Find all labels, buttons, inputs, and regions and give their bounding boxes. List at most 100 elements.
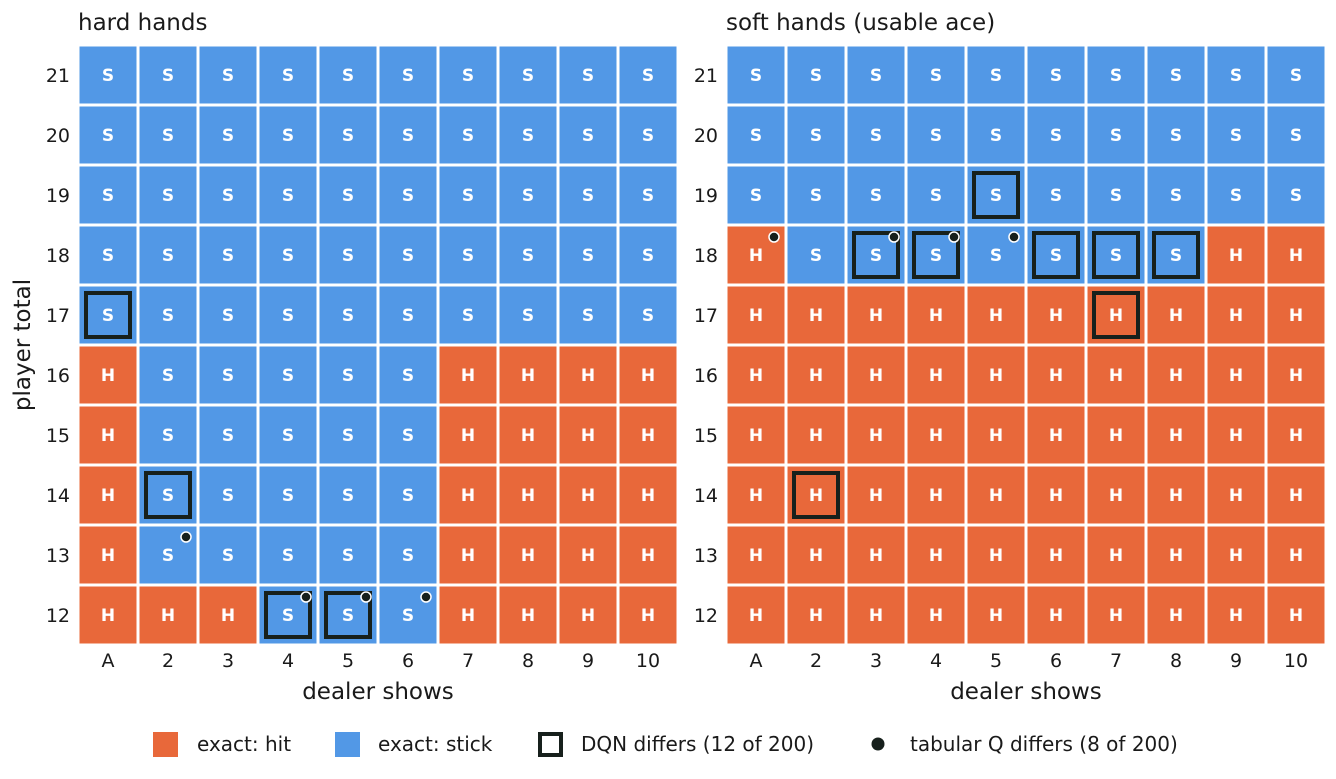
cell-label: S	[102, 66, 114, 86]
cell-label: S	[402, 306, 414, 326]
y-tick-label: 20	[694, 125, 718, 147]
heatmap-cell	[559, 166, 617, 224]
heatmap-cell	[847, 526, 905, 584]
cell-label: S	[870, 126, 882, 146]
cell-label: S	[1290, 126, 1302, 146]
cell-label: S	[102, 306, 114, 326]
cell-label: S	[1290, 186, 1302, 206]
y-tick-label: 12	[694, 605, 718, 627]
heatmap-cell	[847, 586, 905, 644]
cell-label: H	[929, 366, 943, 386]
cell-label: H	[641, 486, 655, 506]
heatmap-cell	[727, 586, 785, 644]
cell-label: S	[990, 186, 1002, 206]
heatmap-cell	[1207, 466, 1265, 524]
cell-label: S	[342, 306, 354, 326]
legend-swatch-hit	[153, 732, 178, 757]
cell-label: S	[1170, 126, 1182, 146]
cell-label: H	[641, 546, 655, 566]
cell-label: H	[989, 606, 1003, 626]
cell-label: S	[402, 606, 414, 626]
heatmap-cell	[1207, 166, 1265, 224]
x-tick-label: 10	[1284, 650, 1308, 672]
cell-label: S	[342, 366, 354, 386]
cell-label: H	[749, 546, 763, 566]
cell-label: S	[402, 246, 414, 266]
cell-label: S	[402, 366, 414, 386]
tabular-differs-marker	[360, 591, 372, 603]
y-tick-label: 15	[694, 425, 718, 447]
heatmap-cell	[319, 106, 377, 164]
cell-label: S	[162, 126, 174, 146]
x-axis-label: dealer shows	[302, 679, 454, 705]
heatmap-cell	[847, 166, 905, 224]
heatmap-cell	[907, 466, 965, 524]
heatmap-cell	[499, 46, 557, 104]
legend-swatch-dqn	[538, 732, 563, 757]
y-tick-label: 17	[694, 305, 718, 327]
cell-label: S	[162, 66, 174, 86]
cell-label: S	[282, 126, 294, 146]
cell-label: S	[642, 246, 654, 266]
cell-label: H	[869, 366, 883, 386]
cell-label: S	[342, 606, 354, 626]
x-tick-label: 8	[522, 650, 534, 672]
cell-label: H	[461, 366, 475, 386]
cell-label: H	[461, 426, 475, 446]
cell-label: S	[642, 126, 654, 146]
y-tick-label: 21	[46, 65, 70, 87]
x-tick-label: 9	[582, 650, 594, 672]
tabular-differs-marker	[300, 591, 312, 603]
heatmap-cell	[1267, 466, 1325, 524]
cell-label: S	[582, 126, 594, 146]
cell-label: H	[581, 606, 595, 626]
heatmap-cell	[139, 466, 197, 524]
heatmap-cell	[787, 346, 845, 404]
heatmap-cell	[259, 406, 317, 464]
cell-label: S	[522, 126, 534, 146]
heatmap-cell	[907, 286, 965, 344]
cell-label: S	[162, 426, 174, 446]
cell-label: H	[1289, 306, 1303, 326]
cell-label: H	[749, 606, 763, 626]
heatmap-cell	[499, 346, 557, 404]
heatmap-cell	[439, 466, 497, 524]
heatmap-cell	[379, 346, 437, 404]
heatmap-cell	[1267, 346, 1325, 404]
heatmap-cell	[787, 226, 845, 284]
heatmap-cell	[1027, 286, 1085, 344]
heatmap-cell	[1027, 226, 1085, 284]
y-tick-label: 14	[694, 485, 718, 507]
heatmap-cell	[1207, 106, 1265, 164]
heatmap-cell	[907, 46, 965, 104]
x-tick-label: 6	[402, 650, 414, 672]
heatmap-cell	[199, 406, 257, 464]
heatmap-cell	[379, 46, 437, 104]
heatmap-cell	[79, 46, 137, 104]
heatmap-cell	[259, 226, 317, 284]
cell-label: S	[102, 186, 114, 206]
heatmap-cell	[967, 406, 1025, 464]
cell-label: S	[282, 546, 294, 566]
heatmap-cell	[619, 226, 677, 284]
cell-label: H	[101, 546, 115, 566]
cell-label: S	[162, 306, 174, 326]
dqn-differs-marker	[1152, 231, 1200, 279]
cell-label: H	[749, 426, 763, 446]
heatmap-cell	[259, 466, 317, 524]
x-tick-label: 7	[1110, 650, 1122, 672]
cell-label: S	[1170, 246, 1182, 266]
cell-label: H	[869, 426, 883, 446]
x-tick-label: 7	[462, 650, 474, 672]
heatmap-cell	[1087, 526, 1145, 584]
heatmap-cell	[139, 166, 197, 224]
heatmap-cell	[1027, 166, 1085, 224]
heatmap-cell	[199, 346, 257, 404]
heatmap-cell	[439, 106, 497, 164]
legend-label: exact: hit	[197, 732, 291, 756]
heatmap-cell	[199, 286, 257, 344]
cell-label: S	[990, 126, 1002, 146]
heatmap-cell	[259, 286, 317, 344]
cell-label: H	[1109, 306, 1123, 326]
